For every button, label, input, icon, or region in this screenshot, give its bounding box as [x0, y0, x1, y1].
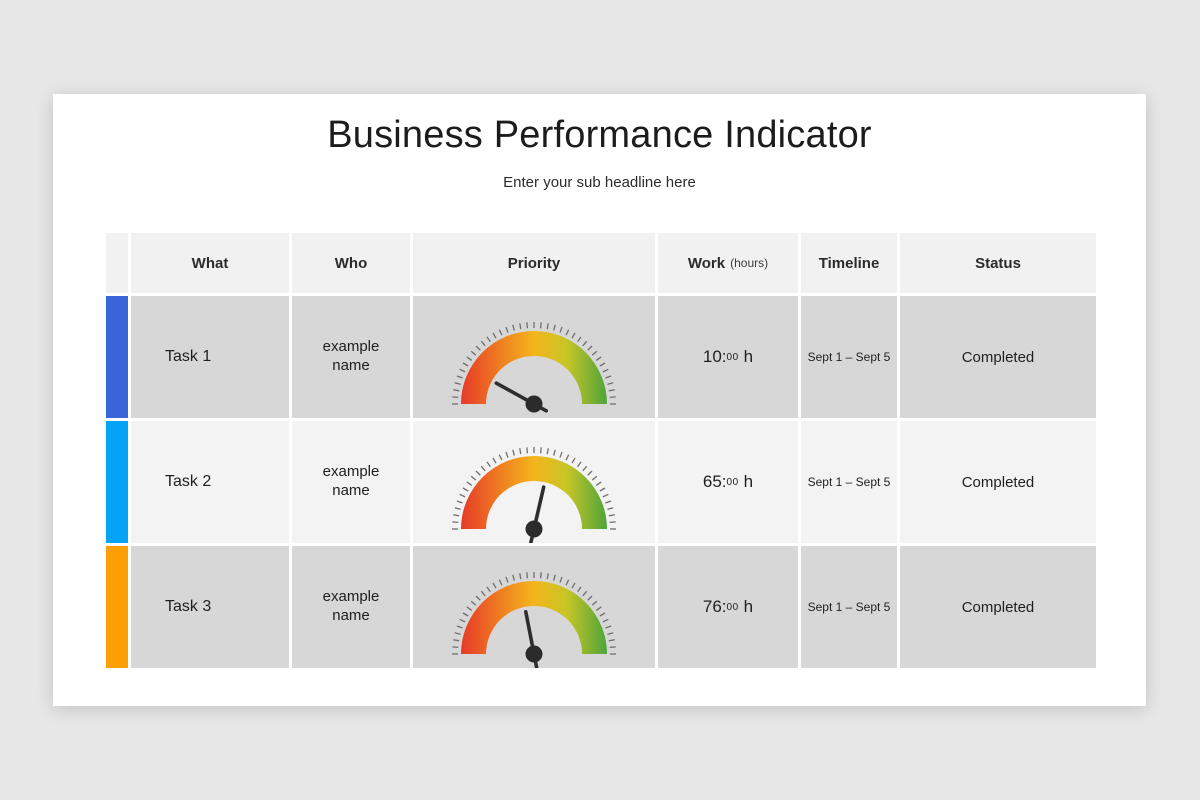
work-unit: h: [743, 347, 754, 366]
column-header-work-label: Work: [687, 254, 726, 272]
page-title: Business Performance Indicator: [327, 114, 872, 156]
task-name-cell: Task 2: [131, 421, 289, 543]
work-hours: 10:: [702, 347, 727, 366]
priority-gauge-cell: [413, 546, 655, 668]
timeline-cell: Sept 1 – Sept 5: [801, 296, 897, 418]
column-header-what: What: [131, 233, 289, 293]
who-name: example name: [322, 588, 380, 624]
work-hours-cell: 65: 00 h: [658, 421, 798, 543]
status-cell: Completed: [900, 421, 1096, 543]
row-color-bar: [106, 296, 128, 418]
header-corner-cell: [106, 233, 128, 293]
priority-gauge: [452, 322, 616, 413]
column-header-who: Who: [292, 233, 410, 293]
who-cell: example name: [292, 546, 410, 668]
who-cell: example name: [292, 296, 410, 418]
work-minutes: 00: [726, 351, 739, 363]
work-hours-cell: 76: 00 h: [658, 546, 798, 668]
priority-gauge-cell: [413, 421, 655, 543]
timeline-cell: Sept 1 – Sept 5: [801, 421, 897, 543]
who-name: example name: [322, 463, 380, 499]
task-name-cell: Task 3: [131, 546, 289, 668]
column-header-work: Work (hours): [658, 233, 798, 293]
task-name-cell: Task 1: [131, 296, 289, 418]
priority-gauge-cell: [413, 296, 655, 418]
status-cell: Completed: [900, 546, 1096, 668]
page-subtitle: Enter your sub headline here: [503, 174, 696, 191]
status-cell: Completed: [900, 296, 1096, 418]
row-color-bar: [106, 421, 128, 543]
column-header-timeline: Timeline: [801, 233, 897, 293]
work-hours-cell: 10: 00 h: [658, 296, 798, 418]
work-unit: h: [743, 597, 754, 616]
row-color-bar: [106, 546, 128, 668]
work-minutes: 00: [726, 601, 739, 613]
column-header-status: Status: [900, 233, 1096, 293]
timeline-cell: Sept 1 – Sept 5: [801, 546, 897, 668]
work-minutes: 00: [726, 476, 739, 488]
performance-table: What Who Priority Work (hours) Timeline …: [106, 233, 1096, 668]
priority-gauge: [452, 447, 616, 543]
work-hours: 65:: [702, 472, 727, 491]
priority-gauge: [452, 572, 616, 668]
slide: Business Performance Indicator Enter you…: [53, 94, 1146, 706]
who-name: example name: [322, 338, 380, 374]
work-hours: 76:: [702, 597, 727, 616]
column-header-priority: Priority: [413, 233, 655, 293]
who-cell: example name: [292, 421, 410, 543]
work-unit: h: [743, 472, 754, 491]
column-header-work-suffix: (hours): [730, 256, 769, 270]
